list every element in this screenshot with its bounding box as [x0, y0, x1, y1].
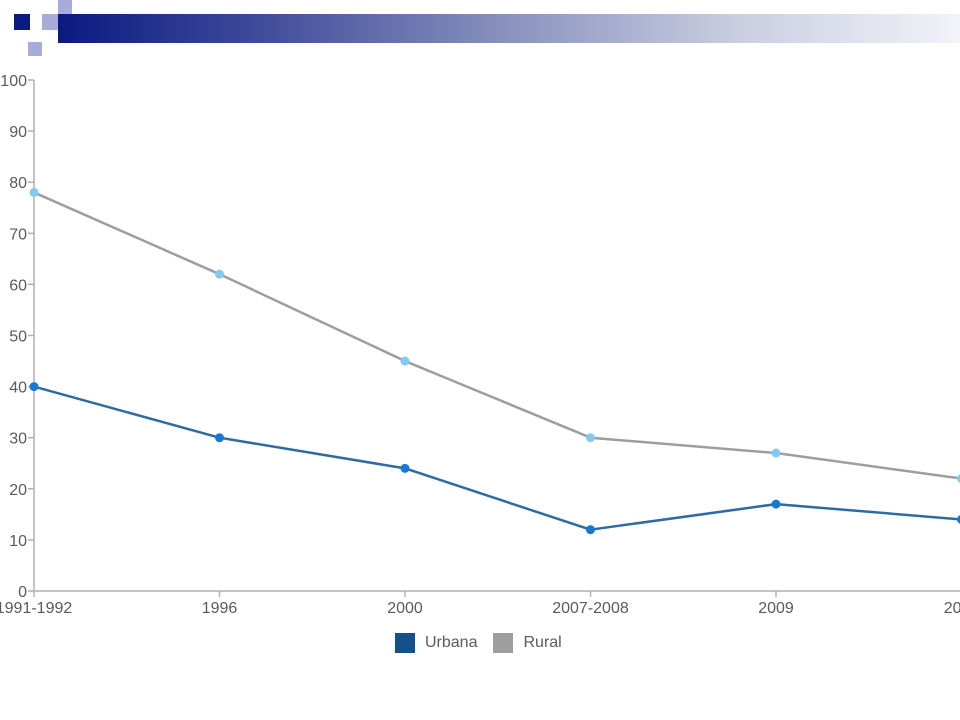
y-tick-label: 80: [9, 175, 27, 192]
y-tick-label: 0: [18, 584, 27, 601]
x-tick-label: 2000: [387, 600, 423, 617]
header-square-light-mid: [58, 0, 72, 14]
series-line-rural: [33, 191, 960, 480]
x-tick-label: 2007-2008: [552, 600, 629, 617]
header-square-light-bottom: [28, 42, 42, 56]
y-axis: 0 10 20 30 40 50 60 70 80 90 100: [0, 73, 35, 601]
legend-item-rural: Rural: [493, 633, 562, 653]
data-point-urbana: [400, 463, 410, 473]
series-lines: [29, 187, 960, 535]
data-point-urbana: [771, 499, 781, 509]
header-square-dark: [14, 14, 30, 30]
x-axis: 1991-1992 1996 2000 2007-2008 2009 2010: [0, 590, 960, 617]
data-point-urbana: [957, 515, 960, 524]
y-tick-label: 60: [9, 277, 27, 294]
data-point-urbana: [215, 433, 224, 443]
data-point-urbana: [586, 525, 595, 535]
legend: Urbana Rural: [395, 633, 578, 653]
legend-swatch-urbana: [395, 633, 415, 653]
x-tick-label: 2010: [944, 600, 960, 617]
y-tick-label: 50: [9, 329, 27, 346]
legend-label-rural: Rural: [523, 634, 562, 651]
data-point-rural: [586, 433, 595, 443]
legend-item-urbana: Urbana: [395, 633, 477, 653]
legend-label-urbana: Urbana: [425, 634, 478, 651]
legend-swatch-rural: [493, 633, 514, 653]
y-tick-label: 40: [9, 380, 27, 397]
y-tick-label: 20: [9, 482, 27, 499]
y-tick-label: 30: [9, 431, 27, 448]
x-tick-label: 1991-1992: [0, 600, 72, 617]
y-tick-label: 90: [9, 124, 27, 141]
x-tick-label: 2009: [758, 600, 794, 617]
data-point-rural: [29, 187, 39, 197]
series-line-urbana: [33, 385, 960, 531]
header-square-light-top: [42, 14, 58, 30]
data-point-rural: [771, 448, 781, 458]
header-gradient-bar: [58, 14, 960, 43]
x-tick-label: 1996: [202, 600, 238, 617]
data-point-rural: [400, 356, 410, 366]
y-tick-label: 10: [9, 533, 27, 550]
y-tick-label: 70: [9, 226, 27, 243]
data-point-rural: [215, 269, 224, 279]
data-point-urbana: [29, 382, 39, 392]
data-point-rural: [957, 474, 960, 483]
y-tick-label: 100: [0, 73, 27, 90]
